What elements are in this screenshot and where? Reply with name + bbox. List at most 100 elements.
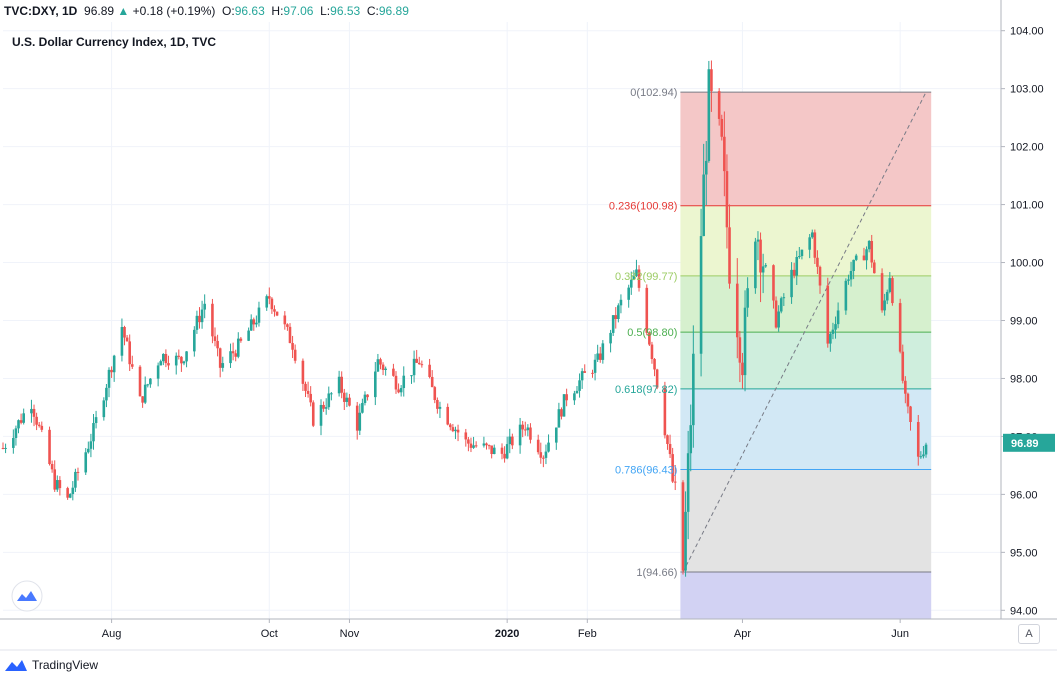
candle-up — [756, 239, 760, 242]
candle-down — [436, 399, 439, 409]
candle-down — [309, 393, 312, 403]
candle-down — [862, 255, 866, 261]
candle-up — [554, 427, 558, 443]
fibonacci-labels: 0(102.94) 0.236(100.98) 0.382(99.77) 0.5(98… — [609, 87, 678, 579]
candle-up — [84, 452, 88, 473]
candle-up — [374, 371, 377, 398]
candle-up — [358, 412, 362, 431]
candle-down — [772, 265, 775, 301]
candle-down — [130, 364, 134, 367]
candle-up — [337, 376, 341, 394]
candle-down — [1, 448, 5, 450]
axes — [0, 0, 1057, 651]
candle-down — [177, 355, 181, 357]
candle-up — [699, 236, 703, 354]
candle-down — [818, 266, 822, 286]
candle-down — [216, 340, 219, 349]
candle-down — [456, 429, 460, 433]
candle-down — [474, 445, 478, 447]
candle-down — [234, 353, 237, 357]
candle-down — [304, 383, 307, 391]
symbol-name[interactable]: TVC:DXY, 1D — [4, 4, 78, 18]
candle-up — [193, 329, 196, 352]
footer-brand[interactable]: TradingView — [4, 656, 98, 674]
candle-down — [565, 394, 568, 401]
auto-scale-button[interactable]: A — [1018, 624, 1040, 644]
candle-up — [195, 315, 199, 330]
candle-down — [123, 327, 126, 338]
candle-down — [32, 408, 36, 417]
candle-up — [74, 471, 77, 488]
candle-up — [746, 288, 749, 308]
fib-zone-0.786 — [680, 469, 932, 573]
candle-up — [849, 270, 853, 280]
y-tick-label: 95.00 — [1010, 547, 1038, 559]
candle-up — [249, 319, 253, 331]
candle-down — [180, 356, 183, 364]
candle-down — [487, 445, 491, 447]
candle-down — [681, 482, 685, 571]
candle-down — [198, 315, 201, 323]
candle-up — [17, 420, 20, 429]
candle-down — [417, 362, 421, 365]
candle-down — [826, 285, 830, 344]
candle-down — [355, 405, 359, 431]
candle-down — [500, 447, 504, 454]
candle-down — [536, 439, 540, 453]
candle-up — [779, 298, 783, 312]
candle-down — [268, 296, 271, 299]
fib-zone-0.5 — [680, 332, 932, 389]
candle-up — [808, 237, 811, 250]
candle-down — [909, 406, 912, 423]
candle-up — [593, 359, 597, 373]
high-value: 97.06 — [283, 4, 314, 18]
candle-up — [14, 428, 18, 438]
fibonacci-retracement[interactable] — [680, 91, 932, 619]
candle-down — [301, 360, 305, 384]
candle-down — [37, 424, 41, 426]
candle-up — [526, 427, 530, 431]
candle-up — [146, 384, 150, 386]
candle-down — [392, 368, 395, 376]
candle-down — [467, 439, 470, 444]
y-axis[interactable]: 94.0095.0096.0097.0098.0099.00100.00101.… — [1001, 26, 1044, 618]
trend-line[interactable] — [682, 91, 927, 573]
candle-up — [790, 269, 793, 298]
candle-down — [650, 344, 654, 360]
candle-down — [464, 432, 468, 440]
candle-down — [340, 376, 343, 393]
candle-up — [120, 327, 124, 356]
candle-up — [834, 324, 837, 330]
candle-up — [865, 249, 868, 261]
candle-up — [472, 445, 475, 448]
candle-up — [438, 406, 442, 409]
candle-down — [774, 300, 778, 328]
candle-up — [174, 355, 178, 366]
tradingview-watermark[interactable] — [11, 580, 43, 612]
candle-down — [291, 343, 294, 350]
candle-down — [511, 436, 514, 446]
candle-down — [420, 364, 424, 366]
candles — [1, 60, 928, 577]
candle-down — [901, 351, 905, 381]
candle-up — [399, 388, 403, 393]
candle-down — [728, 227, 731, 284]
candle-down — [428, 364, 431, 377]
x-axis[interactable]: Aug Oct Nov 2020 Feb Apr Jun — [102, 619, 909, 640]
candle-up — [30, 408, 33, 414]
candle-up — [686, 453, 690, 512]
candle-up — [707, 69, 711, 161]
candle-up — [94, 417, 98, 424]
candle-up — [632, 275, 636, 280]
candle-down — [735, 283, 739, 338]
last-price-marker: 96.89 — [1003, 433, 1055, 452]
y-tick-label: 102.00 — [1010, 142, 1044, 154]
candle-up — [92, 423, 95, 442]
fib-label-0: 0(102.94) — [630, 87, 677, 99]
y-tick-label: 94.00 — [1010, 605, 1038, 617]
y-tick-label: 101.00 — [1010, 200, 1044, 212]
candle-up — [609, 332, 612, 344]
y-tick-label: 96.00 — [1010, 489, 1038, 501]
fib-zone-1 — [680, 572, 932, 619]
